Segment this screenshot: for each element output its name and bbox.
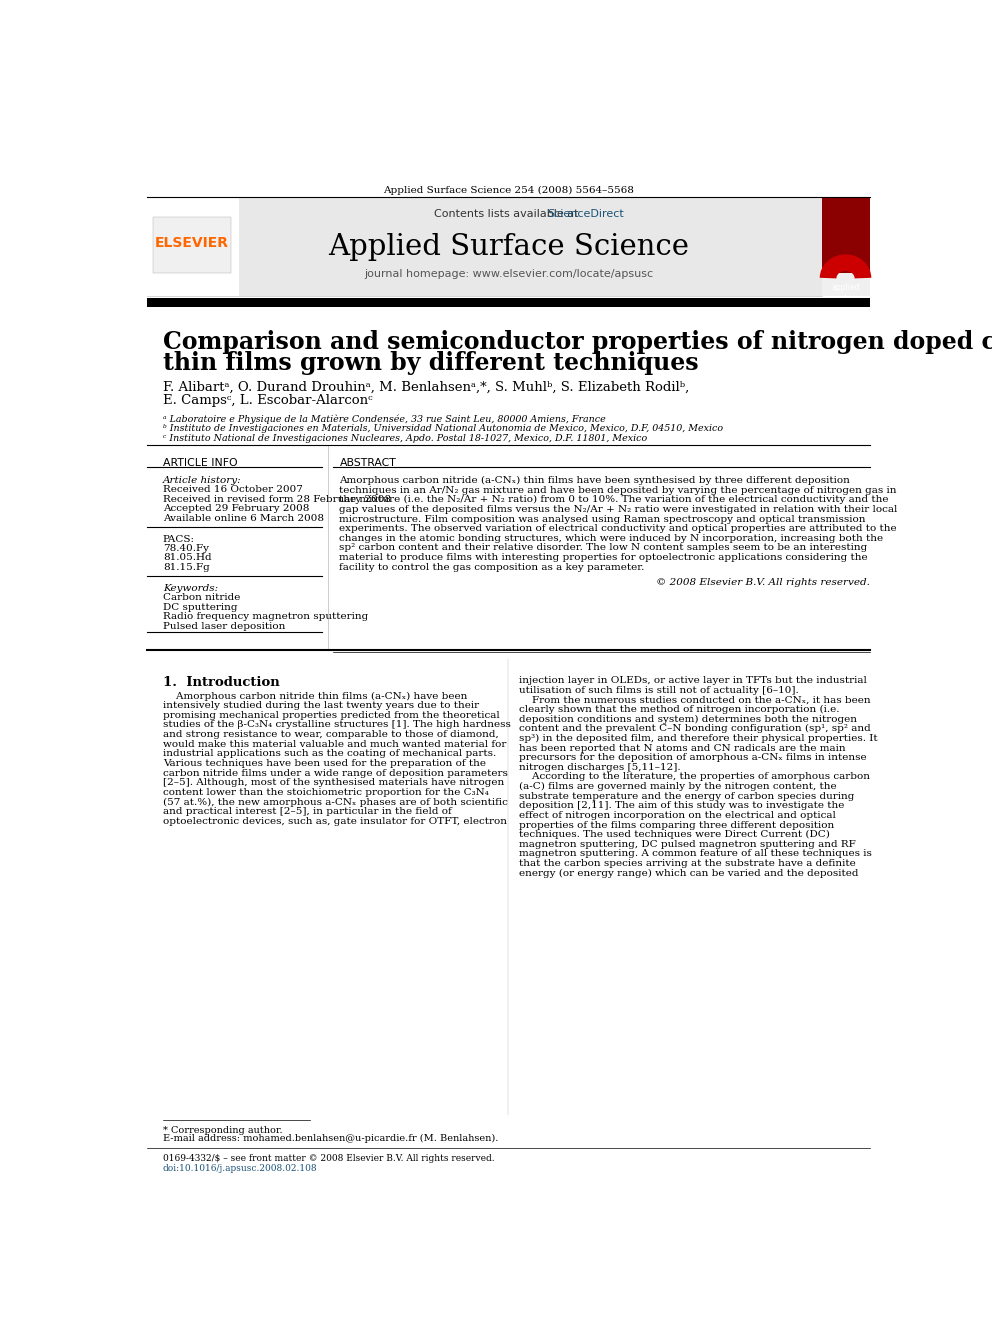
Text: Amorphous carbon nitride thin films (a-CNₓ) have been: Amorphous carbon nitride thin films (a-C…: [163, 692, 467, 701]
Text: © 2008 Elsevier B.V. All rights reserved.: © 2008 Elsevier B.V. All rights reserved…: [656, 578, 870, 587]
Text: clearly shown that the method of nitrogen incorporation (i.e.: clearly shown that the method of nitroge…: [519, 705, 840, 714]
Text: energy (or energy range) which can be varied and the deposited: energy (or energy range) which can be va…: [519, 869, 859, 878]
Text: and practical interest [2–5], in particular in the field of: and practical interest [2–5], in particu…: [163, 807, 451, 816]
Text: ELSEVIER: ELSEVIER: [155, 235, 229, 250]
Bar: [821, 197, 870, 296]
Text: ARTICLE INFO: ARTICLE INFO: [163, 458, 237, 467]
Text: thin films grown by different techniques: thin films grown by different techniques: [163, 352, 698, 376]
Bar: [147, 298, 870, 307]
Text: techniques in an Ar/N₂ gas mixture and have been deposited by varying the percen: techniques in an Ar/N₂ gas mixture and h…: [339, 486, 897, 495]
Text: 81.05.Hd: 81.05.Hd: [163, 553, 211, 562]
Text: the mixture (i.e. the N₂/Ar + N₂ ratio) from 0 to 10%. The variation of the elec: the mixture (i.e. the N₂/Ar + N₂ ratio) …: [339, 495, 889, 504]
Text: nitrogen discharges [5,11–12].: nitrogen discharges [5,11–12].: [519, 763, 681, 771]
Text: injection layer in OLEDs, or active layer in TFTs but the industrial: injection layer in OLEDs, or active laye…: [519, 676, 867, 685]
Text: DC sputtering: DC sputtering: [163, 603, 237, 611]
Text: content and the prevalent C–N bonding configuration (sp¹, sp² and: content and the prevalent C–N bonding co…: [519, 724, 871, 733]
Text: sp² carbon content and their relative disorder. The low N content samples seem t: sp² carbon content and their relative di…: [339, 544, 868, 553]
Text: studies of the β-C₃N₄ crystalline structures [1]. The high hardness: studies of the β-C₃N₄ crystalline struct…: [163, 721, 511, 729]
Text: ABSTRACT: ABSTRACT: [339, 458, 396, 467]
Text: facility to control the gas composition as a key parameter.: facility to control the gas composition …: [339, 562, 645, 572]
Text: intensively studied during the last twenty years due to their: intensively studied during the last twen…: [163, 701, 479, 710]
Text: (a-C) films are governed mainly by the nitrogen content, the: (a-C) films are governed mainly by the n…: [519, 782, 837, 791]
Text: PACS:: PACS:: [163, 534, 194, 544]
Text: ᵇ Instituto de Investigaciones en Materials, Universidad National Autonomia de M: ᵇ Instituto de Investigaciones en Materi…: [163, 425, 723, 434]
Text: promising mechanical properties predicted from the theoretical: promising mechanical properties predicte…: [163, 710, 500, 720]
Text: Amorphous carbon nitride (a-CNₓ) thin films have been synthesised by three diffe: Amorphous carbon nitride (a-CNₓ) thin fi…: [339, 476, 850, 486]
Text: that the carbon species arriving at the substrate have a definite: that the carbon species arriving at the …: [519, 859, 856, 868]
Text: Applied Surface Science: Applied Surface Science: [328, 233, 688, 261]
Text: [2–5]. Although, most of the synthesised materials have nitrogen: [2–5]. Although, most of the synthesised…: [163, 778, 504, 787]
Text: deposition [2,11]. The aim of this study was to investigate the: deposition [2,11]. The aim of this study…: [519, 802, 844, 810]
Text: sp³) in the deposited film, and therefore their physical properties. It: sp³) in the deposited film, and therefor…: [519, 734, 878, 744]
Text: and strong resistance to wear, comparable to those of diamond,: and strong resistance to wear, comparabl…: [163, 730, 499, 740]
Text: utilisation of such films is still not of actuality [6–10].: utilisation of such films is still not o…: [519, 685, 799, 695]
Bar: [154, 217, 231, 273]
Text: Keywords:: Keywords:: [163, 583, 218, 593]
Text: magnetron sputtering. A common feature of all these techniques is: magnetron sputtering. A common feature o…: [519, 849, 872, 859]
Text: changes in the atomic bonding structures, which were induced by N incorporation,: changes in the atomic bonding structures…: [339, 533, 884, 542]
Text: industrial applications such as the coating of mechanical parts.: industrial applications such as the coat…: [163, 749, 496, 758]
Text: Various techniques have been used for the preparation of the: Various techniques have been used for th…: [163, 759, 486, 767]
Text: Contents lists available at: Contents lists available at: [434, 209, 582, 218]
Text: effect of nitrogen incorporation on the electrical and optical: effect of nitrogen incorporation on the …: [519, 811, 836, 820]
Text: content lower than the stoichiometric proportion for the C₃N₄: content lower than the stoichiometric pr…: [163, 789, 489, 796]
Text: carbon nitride films under a wide range of deposition parameters: carbon nitride films under a wide range …: [163, 769, 508, 778]
Text: doi:10.1016/j.apsusc.2008.02.108: doi:10.1016/j.apsusc.2008.02.108: [163, 1164, 317, 1172]
Text: properties of the films comparing three different deposition: properties of the films comparing three …: [519, 820, 834, 830]
Text: 1.  Introduction: 1. Introduction: [163, 676, 280, 689]
Bar: [821, 273, 870, 296]
Text: From the numerous studies conducted on the a-CNₓ, it has been: From the numerous studies conducted on t…: [519, 696, 871, 704]
Text: substrate temperature and the energy of carbon species during: substrate temperature and the energy of …: [519, 791, 855, 800]
Text: E-mail address: mohamed.benlahsen@u-picardie.fr (M. Benlahsen).: E-mail address: mohamed.benlahsen@u-pica…: [163, 1134, 498, 1143]
Text: F. Alibartᵃ, O. Durand Drouhinᵃ, M. Benlahsenᵃ,*, S. Muhlᵇ, S. Elizabeth Rodilᵇ,: F. Alibartᵃ, O. Durand Drouhinᵃ, M. Benl…: [163, 381, 689, 393]
Bar: [147, 197, 821, 296]
Text: ScienceDirect: ScienceDirect: [548, 209, 624, 218]
Text: 78.40.Fy: 78.40.Fy: [163, 544, 208, 553]
Text: Article history:: Article history:: [163, 476, 241, 486]
Text: optoelectronic devices, such as, gate insulator for OTFT, electron: optoelectronic devices, such as, gate in…: [163, 816, 507, 826]
Text: 81.15.Fg: 81.15.Fg: [163, 564, 209, 572]
Text: Radio frequency magnetron sputtering: Radio frequency magnetron sputtering: [163, 613, 368, 622]
Text: Received 16 October 2007: Received 16 October 2007: [163, 486, 303, 495]
Text: material to produce films with interesting properties for optoelectronic applica: material to produce films with interesti…: [339, 553, 868, 562]
Text: E. Campsᶜ, L. Escobar-Alarconᶜ: E. Campsᶜ, L. Escobar-Alarconᶜ: [163, 394, 372, 407]
Text: techniques. The used techniques were Direct Current (DC): techniques. The used techniques were Dir…: [519, 831, 830, 839]
Text: * Corresponding author.: * Corresponding author.: [163, 1126, 283, 1135]
Text: magnetron sputtering, DC pulsed magnetron sputtering and RF: magnetron sputtering, DC pulsed magnetro…: [519, 840, 856, 849]
Text: microstructure. Film composition was analysed using Raman spectroscopy and optic: microstructure. Film composition was ana…: [339, 515, 866, 524]
Text: precursors for the deposition of amorphous a-CNₓ films in intense: precursors for the deposition of amorpho…: [519, 753, 867, 762]
Text: journal homepage: www.elsevier.com/locate/apsusc: journal homepage: www.elsevier.com/locat…: [364, 269, 653, 279]
Text: has been reported that N atoms and CN radicals are the main: has been reported that N atoms and CN ra…: [519, 744, 846, 753]
Text: Accepted 29 February 2008: Accepted 29 February 2008: [163, 504, 310, 513]
Text: would make this material valuable and much wanted material for: would make this material valuable and mu…: [163, 740, 506, 749]
Text: According to the literature, the properties of amorphous carbon: According to the literature, the propert…: [519, 773, 870, 782]
Text: Available online 6 March 2008: Available online 6 March 2008: [163, 515, 323, 523]
Text: ᵃ Laboratoire e Physique de la Matière Condensée, 33 rue Saint Leu, 80000 Amiens: ᵃ Laboratoire e Physique de la Matière C…: [163, 414, 605, 423]
Text: deposition conditions and system) determines both the nitrogen: deposition conditions and system) determ…: [519, 714, 857, 724]
Text: experiments. The observed variation of electrical conductivity and optical prope: experiments. The observed variation of e…: [339, 524, 897, 533]
Text: Applied Surface Science 254 (2008) 5564–5568: Applied Surface Science 254 (2008) 5564–…: [383, 185, 634, 194]
Text: applied
surface
science: applied surface science: [831, 283, 860, 316]
Text: gap values of the deposited films versus the N₂/Ar + N₂ ratio were investigated : gap values of the deposited films versus…: [339, 505, 898, 513]
Text: Pulsed laser deposition: Pulsed laser deposition: [163, 622, 285, 631]
Text: ᶜ Instituto National de Investigaciones Nucleares, Apdo. Postal 18-1027, Mexico,: ᶜ Instituto National de Investigaciones …: [163, 434, 647, 443]
Text: Carbon nitride: Carbon nitride: [163, 593, 240, 602]
Text: (57 at.%), the new amorphous a-CNₓ phases are of both scientific: (57 at.%), the new amorphous a-CNₓ phase…: [163, 798, 508, 807]
Bar: [147, 197, 239, 296]
Text: 0169-4332/$ – see front matter © 2008 Elsevier B.V. All rights reserved.: 0169-4332/$ – see front matter © 2008 El…: [163, 1155, 494, 1163]
Text: Comparison and semiconductor properties of nitrogen doped carbon: Comparison and semiconductor properties …: [163, 329, 992, 353]
Text: Received in revised form 28 February 2008: Received in revised form 28 February 200…: [163, 495, 391, 504]
